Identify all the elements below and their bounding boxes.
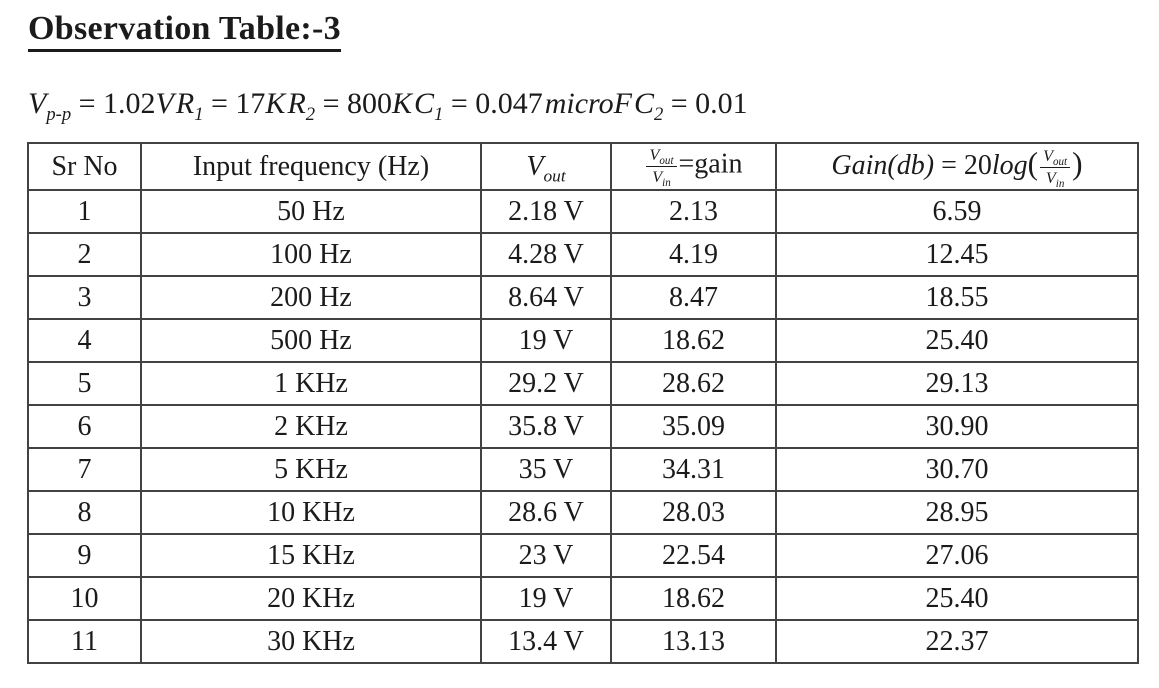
cell-sr: 1: [27, 189, 142, 234]
cell-gain: 34.31: [610, 447, 777, 492]
col-header-vout: Vout: [480, 142, 612, 191]
cell-frequency: 2 KHz: [140, 404, 482, 449]
cell-gain-db: 29.13: [775, 361, 1139, 406]
col-header-gain: Vout Vin =gain: [610, 142, 777, 191]
cell-frequency: 10 KHz: [140, 490, 482, 535]
cell-vout: 13.4 V: [480, 619, 612, 664]
cell-gain-db: 27.06: [775, 533, 1139, 578]
cell-sr: 3: [27, 275, 142, 320]
table-row: 6 2 KHz 35.8 V 35.09 30.90: [27, 404, 1139, 449]
observation-table: Sr No Input frequency (Hz) Vout Vout Vin =…: [27, 142, 1139, 664]
cell-sr: 4: [27, 318, 142, 363]
cell-frequency: 20 KHz: [140, 576, 482, 621]
cell-frequency: 50 Hz: [140, 189, 482, 234]
col-header-sr-no: Sr No: [27, 142, 142, 191]
cell-gain: 22.54: [610, 533, 777, 578]
cell-vout: 35.8 V: [480, 404, 612, 449]
cell-gain: 28.03: [610, 490, 777, 535]
cell-vout: 19 V: [480, 318, 612, 363]
cell-sr: 2: [27, 232, 142, 277]
cell-vout: 28.6 V: [480, 490, 612, 535]
table-row: 1 50 Hz 2.18 V 2.13 6.59: [27, 189, 1139, 234]
table-row: 9 15 KHz 23 V 22.54 27.06: [27, 533, 1139, 578]
cell-gain: 18.62: [610, 318, 777, 363]
cell-gain-db: 30.70: [775, 447, 1139, 492]
cell-gain: 35.09: [610, 404, 777, 449]
cell-gain: 28.62: [610, 361, 777, 406]
cell-vout: 35 V: [480, 447, 612, 492]
param-segment: R2: [287, 87, 316, 125]
parameters-line: Vp-p = 1.02VR1 = 17KR2 = 800KC1 = 0.047m…: [28, 86, 748, 125]
table-row: 10 20 KHz 19 V 18.62 25.40: [27, 576, 1139, 621]
cell-vout: 8.64 V: [480, 275, 612, 320]
table-row: 8 10 KHz 28.6 V 28.03 28.95: [27, 490, 1139, 535]
cell-gain: 8.47: [610, 275, 777, 320]
param-segment: = 0.047: [443, 87, 543, 120]
table-row: 7 5 KHz 35 V 34.31 30.70: [27, 447, 1139, 492]
cell-gain-db: 25.40: [775, 318, 1139, 363]
cell-frequency: 30 KHz: [140, 619, 482, 664]
cell-sr: 7: [27, 447, 142, 492]
cell-vout: 19 V: [480, 576, 612, 621]
table-row: 2 100 Hz 4.28 V 4.19 12.45: [27, 232, 1139, 277]
param-segment: = 1.02: [71, 87, 156, 120]
cell-gain-db: 25.40: [775, 576, 1139, 621]
cell-frequency: 500 Hz: [140, 318, 482, 363]
cell-frequency: 5 KHz: [140, 447, 482, 492]
page-title: Observation Table:-3: [28, 10, 341, 53]
cell-gain: 2.13: [610, 189, 777, 234]
param-segment: = 0.01: [663, 87, 748, 120]
table-row: 5 1 KHz 29.2 V 28.62 29.13: [27, 361, 1139, 406]
cell-sr: 5: [27, 361, 142, 406]
param-segment: R1: [175, 87, 204, 125]
cell-gain-db: 12.45: [775, 232, 1139, 277]
cell-sr: 6: [27, 404, 142, 449]
vout-vin-fraction: Vout Vin: [646, 146, 677, 188]
cell-frequency: 15 KHz: [140, 533, 482, 578]
param-segment: Vp-p: [28, 87, 72, 125]
param-segment: C2: [633, 87, 664, 125]
cell-gain: 4.19: [610, 232, 777, 277]
cell-vout: 4.28 V: [480, 232, 612, 277]
table-row: 3 200 Hz 8.64 V 8.47 18.55: [27, 275, 1139, 320]
cell-vout: 29.2 V: [480, 361, 612, 406]
param-segment: K: [265, 87, 286, 120]
cell-gain-db: 30.90: [775, 404, 1139, 449]
table-row: 11 30 KHz 13.4 V 13.13 22.37: [27, 619, 1139, 664]
param-segment: C1: [414, 87, 444, 125]
cell-gain: 13.13: [610, 619, 777, 664]
cell-gain: 18.62: [610, 576, 777, 621]
cell-vout: 23 V: [480, 533, 612, 578]
param-segment: = 800: [315, 87, 392, 120]
vout-vin-fraction: Vout Vin: [1040, 147, 1071, 188]
cell-frequency: 200 Hz: [140, 275, 482, 320]
param-segment: K: [391, 87, 412, 120]
table-row: 4 500 Hz 19 V 18.62 25.40: [27, 318, 1139, 363]
cell-gain-db: 28.95: [775, 490, 1139, 535]
cell-gain-db: 22.37: [775, 619, 1139, 664]
cell-vout: 2.18 V: [480, 189, 612, 234]
col-header-gain-db: Gain(db) = 20log(Vout Vin): [775, 142, 1139, 191]
cell-sr: 8: [27, 490, 142, 535]
param-segment: = 17: [203, 87, 266, 120]
table-header-row: Sr No Input frequency (Hz) Vout Vout Vin =…: [27, 142, 1139, 191]
cell-sr: 10: [27, 576, 142, 621]
cell-sr: 9: [27, 533, 142, 578]
param-segment: V: [155, 87, 174, 120]
param-segment: microF: [544, 87, 632, 120]
cell-frequency: 100 Hz: [140, 232, 482, 277]
cell-gain-db: 6.59: [775, 189, 1139, 234]
cell-frequency: 1 KHz: [140, 361, 482, 406]
cell-sr: 11: [27, 619, 142, 664]
col-header-input-frequency: Input frequency (Hz): [140, 142, 482, 191]
cell-gain-db: 18.55: [775, 275, 1139, 320]
